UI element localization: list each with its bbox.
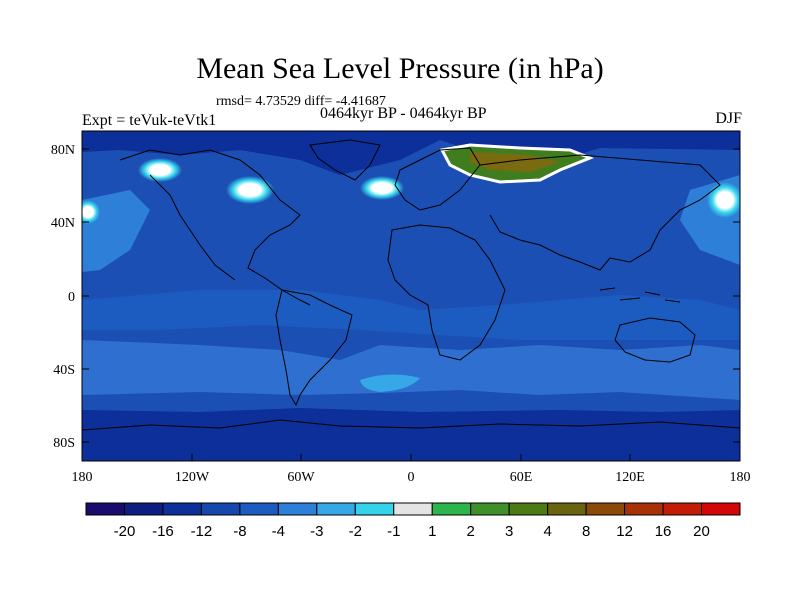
south-light-band <box>82 340 740 400</box>
stats-line: rmsd= 4.73529 diff= -4.41687 <box>216 94 386 109</box>
tropical-light-band <box>82 290 740 340</box>
colorbar-label: 3 <box>505 523 513 540</box>
lat-label-40s: 40S <box>53 363 75 378</box>
lon-label-120w: 120W <box>175 470 210 485</box>
colorbar-box <box>354 502 395 516</box>
colorbar-label: 8 <box>582 523 590 540</box>
north-america-coast <box>119 149 311 306</box>
hotspot-north-atlantic <box>360 176 404 200</box>
colorbar-box <box>701 502 741 516</box>
colorbar-box <box>393 502 433 516</box>
lon-label-180e: 180 <box>730 470 751 485</box>
colorbar-label: 16 <box>655 523 672 540</box>
hotspot-kamchatka <box>707 182 740 218</box>
lon-label-120e: 120E <box>615 470 645 485</box>
colorbar-box <box>277 502 318 516</box>
colorbar: -20 -16 -12 -8 -4 -3 -2 -1 1 2 3 4 8 12 16 20 <box>85 502 741 540</box>
arctic-deep-region <box>82 131 740 175</box>
colorbar-box <box>585 502 626 516</box>
colorbar-label: -3 <box>310 523 323 540</box>
colorbar-label: 20 <box>693 523 710 540</box>
period-label: 0464kyr BP - 0464kyr BP <box>320 105 487 122</box>
lat-label-80s: 80S <box>53 436 75 451</box>
lat-label-0: 0 <box>68 290 75 305</box>
colorbar-label: -8 <box>233 523 246 540</box>
antarctica-coast <box>82 419 740 431</box>
lon-label-60w: 60W <box>287 470 315 485</box>
australia-coast <box>614 317 696 363</box>
colorbar-box <box>200 502 241 516</box>
lon-label-0: 0 <box>408 470 415 485</box>
colorbar-box <box>85 502 125 516</box>
colorbar-box <box>162 502 202 516</box>
hotspot-alaska <box>138 158 182 182</box>
south-atlantic-cyan <box>360 374 420 392</box>
map-title: Mean Sea Level Pressure (in hPa) <box>196 52 604 85</box>
map-plot <box>82 131 740 461</box>
colorbar-box <box>239 502 279 516</box>
asia-coast <box>479 154 721 271</box>
lon-label-60e: 60E <box>510 470 533 485</box>
hotspot-west-pacific <box>82 200 100 224</box>
colorbar-label: 1 <box>428 523 436 540</box>
colorbar-label: -16 <box>152 523 174 540</box>
colorbar-box <box>624 502 664 516</box>
colorbar-box <box>123 502 164 516</box>
lon-ticks <box>81 454 741 461</box>
colorbar-label: -20 <box>114 523 136 540</box>
colorbar-box <box>547 502 587 516</box>
colorbar-label: -1 <box>387 523 400 540</box>
lat-label-80n: 80N <box>51 143 75 158</box>
greenland-coast <box>309 139 381 181</box>
africa-coast <box>387 224 506 361</box>
colorbar-box <box>470 502 510 516</box>
colorbar-box <box>508 502 549 516</box>
colorbar-label: -2 <box>349 523 362 540</box>
colorbar-label: -4 <box>272 523 285 540</box>
colorbar-label: 2 <box>467 523 475 540</box>
indonesia-islands <box>599 287 681 303</box>
europe-coast <box>394 147 481 211</box>
season-label: DJF <box>715 110 742 127</box>
colorbar-box <box>662 502 703 516</box>
north-america-west-coast <box>149 174 236 281</box>
colorbar-label: -12 <box>191 523 213 540</box>
colorbar-label: 4 <box>543 523 551 540</box>
lat-label-40n: 40N <box>51 216 75 231</box>
southern-deep-band <box>82 408 740 461</box>
south-america-coast <box>275 289 353 407</box>
colorbar-label: 12 <box>616 523 633 540</box>
colorbar-box <box>431 502 472 516</box>
siberia-core-region <box>470 152 560 172</box>
lon-label-180w: 180 <box>72 470 93 485</box>
hotspot-hudson <box>226 176 274 204</box>
lat-ticks <box>82 148 740 443</box>
colorbar-box <box>316 502 356 516</box>
experiment-label: Expt = teVuk-teVtk1 <box>82 112 217 129</box>
coastlines <box>82 139 740 431</box>
